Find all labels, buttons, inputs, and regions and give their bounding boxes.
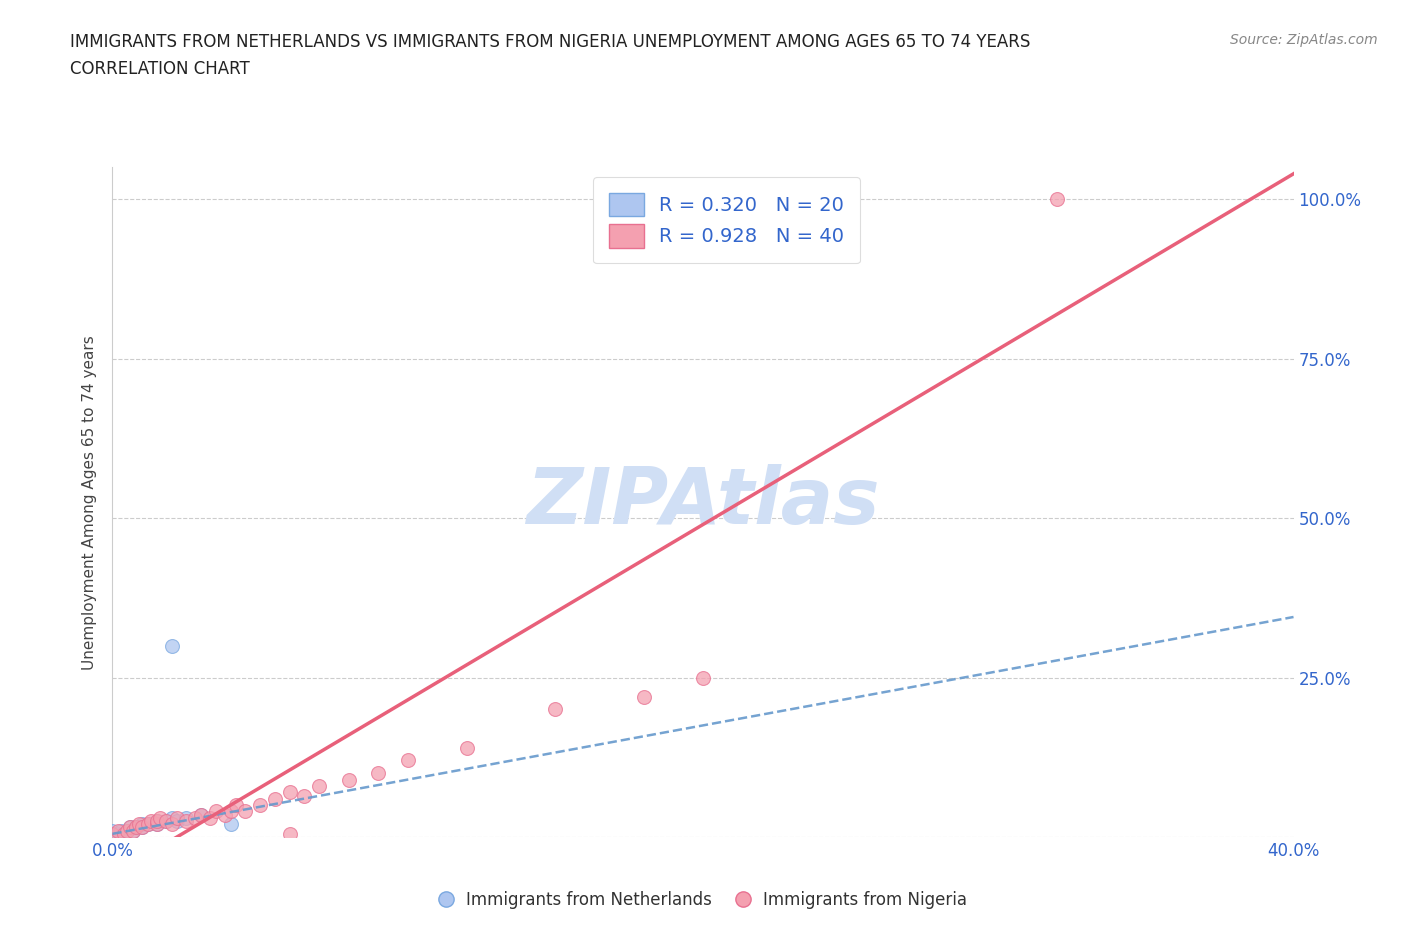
- Point: [110, 823, 132, 838]
- Point: [190, 807, 212, 822]
- Point: [544, 702, 567, 717]
- Point: [633, 689, 655, 704]
- Point: [101, 827, 124, 842]
- Point: [125, 820, 148, 835]
- Point: [120, 820, 142, 835]
- Point: [107, 827, 129, 842]
- Point: [146, 814, 169, 829]
- Point: [139, 814, 162, 829]
- Point: [456, 740, 478, 755]
- Point: [205, 804, 228, 819]
- Point: [219, 817, 242, 831]
- Point: [146, 817, 169, 831]
- Point: [190, 807, 212, 822]
- Point: [160, 817, 183, 831]
- Point: [122, 823, 145, 838]
- Point: [149, 810, 172, 825]
- Point: [337, 772, 360, 787]
- Point: [233, 804, 256, 819]
- Point: [117, 823, 138, 838]
- Point: [160, 810, 183, 825]
- Point: [128, 817, 150, 831]
- Point: [125, 820, 148, 835]
- Text: CORRELATION CHART: CORRELATION CHART: [70, 60, 250, 78]
- Point: [1046, 192, 1069, 206]
- Point: [249, 798, 271, 813]
- Point: [131, 820, 153, 835]
- Point: [184, 810, 207, 825]
- Point: [101, 823, 124, 838]
- Text: ZIPAtlas: ZIPAtlas: [526, 464, 880, 540]
- Point: [101, 827, 124, 842]
- Point: [367, 765, 389, 780]
- Point: [146, 817, 169, 831]
- Point: [120, 820, 142, 835]
- Point: [122, 823, 145, 838]
- Point: [146, 814, 169, 829]
- Point: [174, 810, 197, 825]
- Point: [214, 807, 236, 822]
- Point: [278, 827, 301, 842]
- Point: [136, 817, 159, 831]
- Point: [117, 823, 138, 838]
- Point: [174, 814, 197, 829]
- Point: [264, 791, 287, 806]
- Point: [136, 817, 159, 831]
- Point: [155, 814, 177, 829]
- Point: [160, 638, 183, 653]
- Point: [198, 810, 221, 825]
- Point: [131, 820, 153, 835]
- Y-axis label: Unemployment Among Ages 65 to 74 years: Unemployment Among Ages 65 to 74 years: [82, 335, 97, 670]
- Point: [292, 788, 315, 803]
- Point: [219, 804, 242, 819]
- Point: [131, 817, 153, 831]
- Point: [112, 827, 135, 842]
- Text: Source: ZipAtlas.com: Source: ZipAtlas.com: [1230, 33, 1378, 46]
- Point: [278, 785, 301, 800]
- Point: [692, 671, 714, 685]
- Point: [166, 810, 188, 825]
- Legend: Immigrants from Netherlands, Immigrants from Nigeria: Immigrants from Netherlands, Immigrants …: [432, 884, 974, 916]
- Text: IMMIGRANTS FROM NETHERLANDS VS IMMIGRANTS FROM NIGERIA UNEMPLOYMENT AMONG AGES 6: IMMIGRANTS FROM NETHERLANDS VS IMMIGRANT…: [70, 33, 1031, 50]
- Point: [155, 814, 177, 829]
- Point: [308, 778, 330, 793]
- Point: [396, 753, 419, 768]
- Point: [225, 798, 247, 813]
- Point: [107, 823, 129, 838]
- Point: [166, 814, 188, 829]
